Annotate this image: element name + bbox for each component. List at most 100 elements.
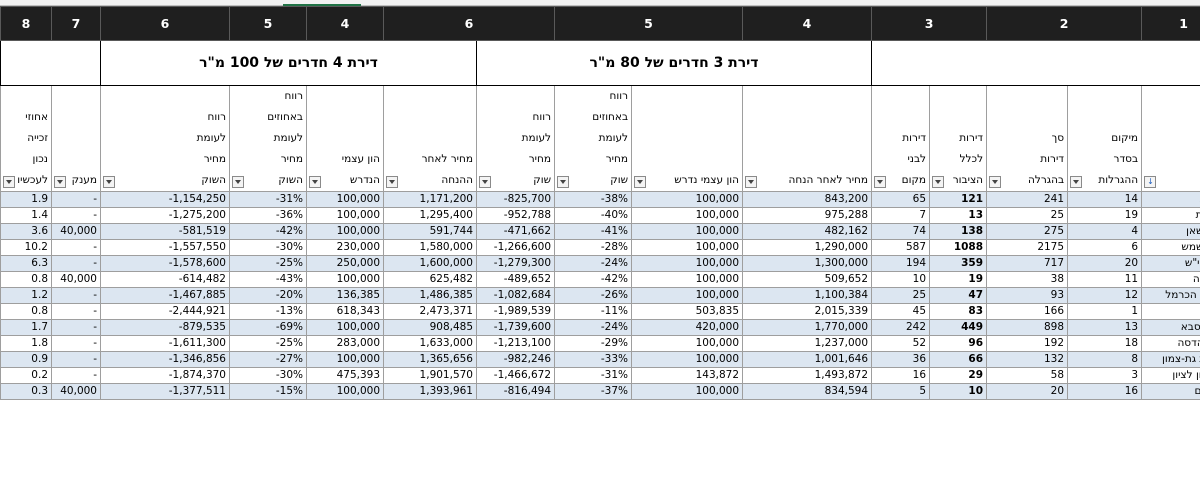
cell-pct4[interactable]: -20%: [229, 287, 307, 304]
cell-profit3[interactable]: -816,494: [475, 383, 556, 400]
cell-equity4[interactable]: 475,393: [306, 367, 384, 384]
cell-pct4[interactable]: -25%: [229, 255, 307, 272]
filter-dropdown-icon[interactable]: [232, 176, 244, 188]
cell-total[interactable]: 166: [986, 303, 1069, 320]
cell-price4[interactable]: 1,486,385: [383, 287, 477, 304]
cell-price3[interactable]: 509,652: [742, 271, 873, 288]
cell-grant[interactable]: -: [51, 319, 101, 336]
filter-dropdown-icon[interactable]: [874, 176, 887, 188]
cell-profit4[interactable]: -879,535: [100, 319, 230, 336]
cell-order[interactable]: 8: [1067, 351, 1143, 368]
cell-city[interactable]: אפרת: [1141, 207, 1200, 224]
cell-local[interactable]: 36: [871, 351, 931, 368]
column-header[interactable]: רווח באחוזים לעומת מחיר שוק: [554, 85, 633, 192]
column-header[interactable]: רווח באחוזים לעומת מחיר השוק: [229, 85, 307, 192]
cell-public[interactable]: 66: [929, 351, 988, 368]
cell-order[interactable]: 14: [1067, 191, 1143, 208]
cell-public[interactable]: 138: [929, 223, 988, 240]
cell-pct4[interactable]: -25%: [229, 335, 307, 352]
cell-equity3[interactable]: 100,000: [631, 383, 744, 400]
filter-dropdown-icon[interactable]: [1070, 176, 1083, 188]
cell-order[interactable]: 12: [1067, 287, 1143, 304]
filter-dropdown-icon[interactable]: [103, 176, 115, 188]
cell-profit3[interactable]: -1,082,684: [475, 287, 556, 304]
cell-equity3[interactable]: 100,000: [631, 223, 744, 240]
cell-grant[interactable]: -: [51, 239, 101, 256]
cell-profit3[interactable]: -952,788: [475, 207, 556, 224]
cell-pct3[interactable]: -41%: [554, 223, 633, 240]
cell-grant[interactable]: -: [51, 367, 101, 384]
cell-profit3[interactable]: -1,739,600: [475, 319, 556, 336]
cell-price3[interactable]: 1,290,000: [742, 239, 873, 256]
cell-equity3[interactable]: 100,000: [631, 255, 744, 272]
cell-price3[interactable]: 1,493,872: [742, 367, 873, 384]
cell-price3[interactable]: 834,594: [742, 383, 873, 400]
cell-price4[interactable]: 908,485: [383, 319, 477, 336]
group-title-apt3[interactable]: דירת 3 חדרים של 80 מ"ר: [475, 40, 873, 86]
cell-pct4[interactable]: -30%: [229, 367, 307, 384]
cell-chance[interactable]: 0.9: [0, 351, 52, 368]
cell-public[interactable]: 13: [929, 207, 988, 224]
filter-dropdown-icon[interactable]: [745, 176, 758, 188]
column-header[interactable]: אחוזי זכייה נכון לעכשיו: [0, 85, 52, 192]
cell-public[interactable]: 29: [929, 367, 988, 384]
cell-profit4[interactable]: -614,482: [100, 271, 230, 288]
cell-price3[interactable]: 1,100,384: [742, 287, 873, 304]
cell-local[interactable]: 7: [871, 207, 931, 224]
cell-profit4[interactable]: -1,346,856: [100, 351, 230, 368]
cell-public[interactable]: 47: [929, 287, 988, 304]
cell-price4[interactable]: 1,633,000: [383, 335, 477, 352]
column-header[interactable]: רווח לעומת מחיר השוק: [100, 85, 230, 192]
cell-profit3[interactable]: -982,246: [475, 351, 556, 368]
cell-city[interactable]: בית שאן: [1141, 223, 1200, 240]
cell-total[interactable]: 93: [986, 287, 1069, 304]
cell-pct4[interactable]: -36%: [229, 207, 307, 224]
cell-public[interactable]: 1088: [929, 239, 988, 256]
column-header[interactable]: הון עצמי הנדרש: [306, 85, 384, 192]
column-header[interactable]: מיקום בסדר ההגרלות: [1067, 85, 1143, 192]
cell-equity3[interactable]: 100,000: [631, 287, 744, 304]
cell-total[interactable]: 192: [986, 335, 1069, 352]
cell-equity4[interactable]: 283,000: [306, 335, 384, 352]
cell-price4[interactable]: 1,393,961: [383, 383, 477, 400]
cell-price4[interactable]: 1,901,570: [383, 367, 477, 384]
cell-price4[interactable]: 1,600,000: [383, 255, 477, 272]
cell-price4[interactable]: 1,171,200: [383, 191, 477, 208]
cell-public[interactable]: 96: [929, 335, 988, 352]
cell-order[interactable]: 1: [1067, 303, 1143, 320]
sort-filter-dropdown-icon[interactable]: [1144, 176, 1157, 188]
filter-dropdown-icon[interactable]: [989, 176, 1002, 188]
cell-pct4[interactable]: -13%: [229, 303, 307, 320]
cell-pct4[interactable]: -30%: [229, 239, 307, 256]
column-header[interactable]: יישוב: [1141, 85, 1200, 192]
cell-profit3[interactable]: -471,662: [475, 223, 556, 240]
empty-cell[interactable]: [871, 40, 1200, 86]
cell-local[interactable]: 16: [871, 367, 931, 384]
cell-price3[interactable]: 1,001,646: [742, 351, 873, 368]
cell-total[interactable]: 25: [986, 207, 1069, 224]
cell-pct3[interactable]: -42%: [554, 271, 633, 288]
cell-price4[interactable]: 1,295,400: [383, 207, 477, 224]
cell-chance[interactable]: 0.8: [0, 303, 52, 320]
column-header[interactable]: דירות לכלל הציבור: [929, 85, 988, 192]
cell-pct3[interactable]: -33%: [554, 351, 633, 368]
cell-order[interactable]: 18: [1067, 335, 1143, 352]
cell-profit4[interactable]: -1,611,300: [100, 335, 230, 352]
cell-price4[interactable]: 1,580,000: [383, 239, 477, 256]
cell-pct4[interactable]: -69%: [229, 319, 307, 336]
cell-total[interactable]: 275: [986, 223, 1069, 240]
cell-grant[interactable]: 40,000: [51, 383, 101, 400]
cell-price3[interactable]: 1,237,000: [742, 335, 873, 352]
cell-profit3[interactable]: -1,213,100: [475, 335, 556, 352]
cell-total[interactable]: 58: [986, 367, 1069, 384]
cell-profit3[interactable]: -1,989,539: [475, 303, 556, 320]
cell-price4[interactable]: 591,744: [383, 223, 477, 240]
filter-dropdown-icon[interactable]: [3, 176, 15, 188]
cell-pct4[interactable]: -42%: [229, 223, 307, 240]
cell-profit4[interactable]: -1,467,885: [100, 287, 230, 304]
cell-profit4[interactable]: -1,874,370: [100, 367, 230, 384]
cell-pct3[interactable]: -11%: [554, 303, 633, 320]
cell-equity3[interactable]: 100,000: [631, 335, 744, 352]
cell-total[interactable]: 132: [986, 351, 1069, 368]
cell-local[interactable]: 5: [871, 383, 931, 400]
